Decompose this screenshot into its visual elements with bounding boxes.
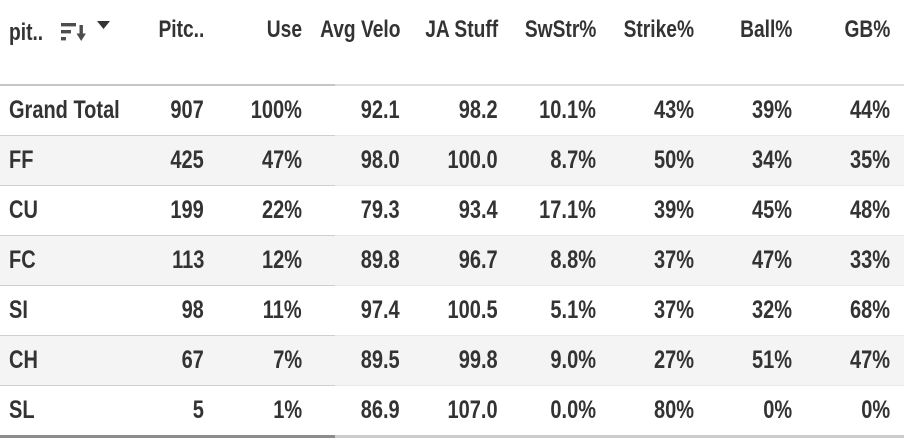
cell-value: 22% [261, 195, 302, 224]
cell-value: 9.0% [550, 345, 596, 374]
table-row-sl[interactable]: SL 5 1% 86.9 107.0 0.0% 80% 0% 0% [0, 386, 904, 435]
table-bottom-border [0, 435, 904, 438]
table-row-ch[interactable]: CH 67 7% 89.5 99.8 9.0% 27% 51% 47% [0, 336, 904, 385]
column-header-avg-velo[interactable]: Avg Velo [319, 16, 400, 43]
table-row-ff[interactable]: FF 425 47% 98.0 100.0 8.7% 50% 34% 35% [0, 136, 904, 185]
cell-value: 39% [653, 195, 694, 224]
cell-value: 43% [653, 95, 694, 124]
cell-value: 48% [849, 195, 890, 224]
cell-value: 32% [751, 295, 792, 324]
row-label: SI [9, 295, 28, 324]
cell-value: 7% [273, 345, 302, 374]
cell-value: 89.8 [361, 245, 400, 274]
table-header-row: pit.. Pitc.. Use Avg Velo JA Stuff SwStr… [0, 0, 904, 84]
row-label: Grand Total [9, 95, 120, 124]
header-divider [0, 84, 904, 86]
table-row-si[interactable]: SI 98 11% 97.4 100.5 5.1% 37% 32% 68% [0, 286, 904, 335]
cell-value: 35% [849, 145, 890, 174]
row-divider [0, 185, 904, 186]
cell-value: 10.1% [539, 95, 596, 124]
pitch-type-header-label: pit.. [9, 19, 44, 46]
cell-value: 0% [861, 395, 890, 424]
table-row-grand-total[interactable]: Grand Total 907 100% 92.1 98.2 10.1% 43%… [0, 86, 904, 135]
table-row-cu[interactable]: CU 199 22% 79.3 93.4 17.1% 39% 45% 48% [0, 186, 904, 235]
cell-value: 100% [250, 95, 302, 124]
cell-value: 27% [653, 345, 694, 374]
cell-value: 47% [849, 345, 890, 374]
row-label: CH [9, 345, 38, 374]
cell-value: 199 [170, 195, 204, 224]
cell-value: 50% [653, 145, 694, 174]
column-header-strike-pct[interactable]: Strike% [623, 16, 694, 43]
row-divider [0, 335, 904, 336]
cell-value: 45% [751, 195, 792, 224]
column-header-gb-pct[interactable]: GB% [844, 16, 890, 43]
cell-value: 100.5 [447, 295, 498, 324]
cell-value: 79.3 [361, 195, 400, 224]
cell-value: 47% [261, 145, 302, 174]
column-header-swstr-pct[interactable]: SwStr% [524, 16, 596, 43]
cell-value: 113 [171, 245, 204, 274]
cell-value: 11% [263, 295, 302, 324]
cell-value: 37% [653, 295, 694, 324]
row-label: SL [9, 395, 35, 424]
cell-value: 68% [849, 295, 890, 324]
cell-value: 34% [751, 145, 792, 174]
column-header-ball-pct[interactable]: Ball% [739, 16, 792, 43]
cell-value: 39% [751, 95, 792, 124]
column-header-ja-stuff[interactable]: JA Stuff [425, 16, 498, 43]
column-header-pitches[interactable]: Pitc.. [158, 16, 204, 43]
cell-value: 107.0 [447, 395, 498, 424]
cell-value: 5 [192, 395, 204, 424]
cell-value: 37% [653, 245, 694, 274]
dropdown-caret-icon[interactable] [96, 21, 110, 30]
cell-value: 89.5 [361, 345, 400, 374]
cell-value: 5.1% [550, 295, 596, 324]
cell-value: 96.7 [459, 245, 498, 274]
cell-value: 97.4 [361, 295, 400, 324]
row-label: FC [9, 245, 36, 274]
cell-value: 33% [849, 245, 890, 274]
cell-value: 92.1 [361, 95, 400, 124]
column-header-pitch-type[interactable]: pit.. [0, 0, 120, 84]
row-divider [0, 235, 904, 236]
cell-value: 67 [181, 345, 204, 374]
cell-value: 1% [273, 395, 302, 424]
cell-value: 93.4 [459, 195, 498, 224]
cell-value: 98.2 [459, 95, 498, 124]
cell-value: 47% [751, 245, 792, 274]
cell-value: 8.8% [550, 245, 596, 274]
cell-value: 100.0 [447, 145, 498, 174]
row-divider [0, 135, 904, 136]
cell-value: 0% [763, 395, 792, 424]
cell-value: 44% [849, 95, 890, 124]
cell-value: 80% [653, 395, 694, 424]
row-divider [0, 285, 904, 286]
cell-value: 51% [751, 345, 792, 374]
cell-value: 86.9 [361, 395, 400, 424]
cell-value: 0.0% [550, 395, 596, 424]
cell-value: 8.7% [550, 145, 596, 174]
row-label: FF [9, 145, 34, 174]
cell-value: 907 [170, 95, 204, 124]
cell-value: 17.1% [539, 195, 596, 224]
row-divider [0, 385, 904, 386]
cell-value: 99.8 [459, 345, 498, 374]
cell-value: 98.0 [361, 145, 400, 174]
row-label: CU [9, 195, 38, 224]
cell-value: 425 [170, 145, 204, 174]
cell-value: 98 [181, 295, 204, 324]
cell-value: 12% [261, 245, 302, 274]
column-header-use[interactable]: Use [266, 16, 302, 43]
sort-descending-icon[interactable] [60, 22, 88, 43]
table-row-fc[interactable]: FC 113 12% 89.8 96.7 8.8% 37% 47% 33% [0, 236, 904, 285]
